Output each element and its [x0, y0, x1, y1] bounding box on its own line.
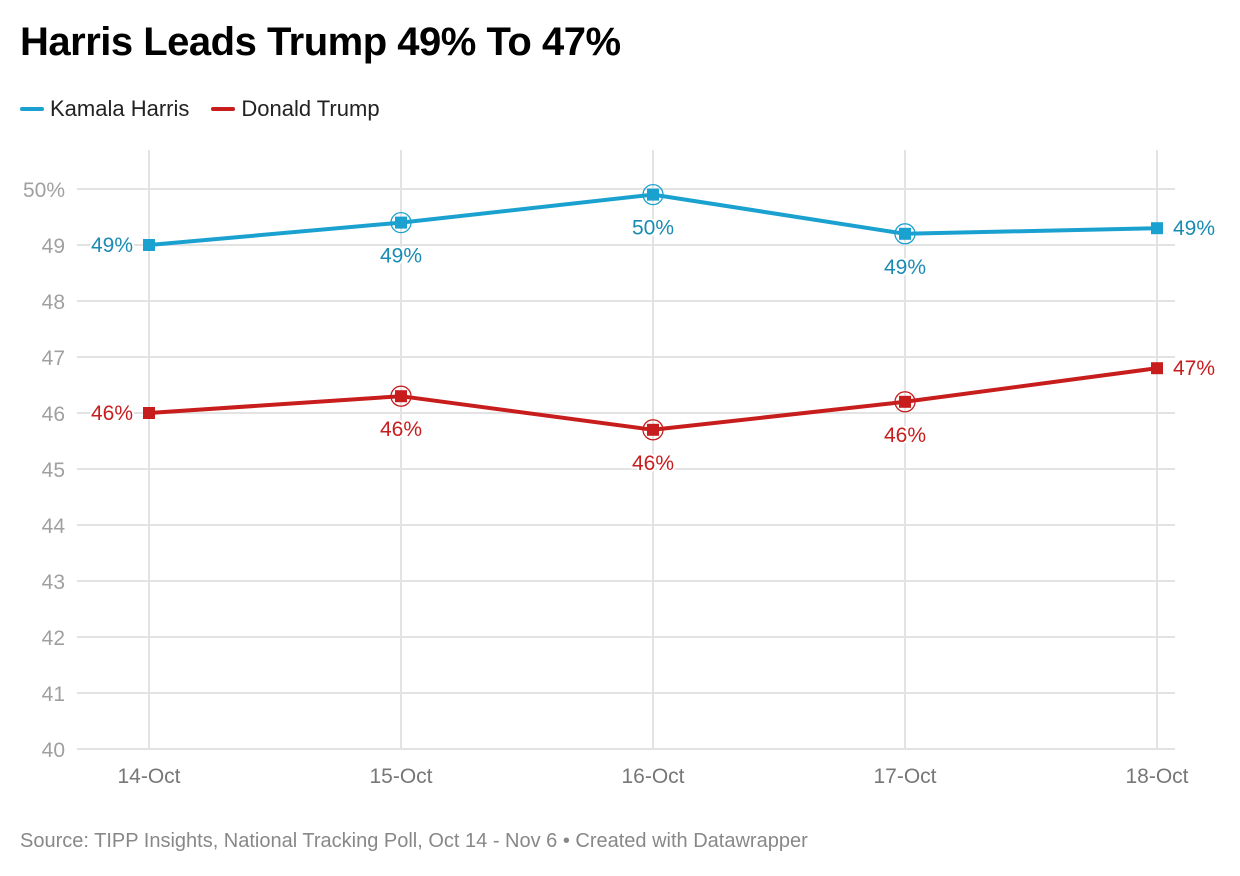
data-label-harris: 49% [91, 234, 133, 257]
y-tick-label: 50% [23, 179, 65, 202]
data-point-trump [899, 395, 911, 408]
legend: Kamala Harris Donald Trump [20, 96, 402, 122]
data-point-harris [1151, 222, 1163, 235]
y-tick-label: 40 [42, 739, 65, 762]
chart-title: Harris Leads Trump 49% To 47% [20, 20, 621, 64]
highlight-ring-trump [894, 391, 916, 413]
legend-item-trump[interactable]: Donald Trump [211, 96, 380, 122]
x-tick-label: 14-Oct [117, 765, 180, 788]
x-tick-label: 15-Oct [369, 765, 432, 788]
x-tick-label: 17-Oct [873, 765, 936, 788]
y-tick-label: 43 [42, 571, 65, 594]
legend-item-harris[interactable]: Kamala Harris [20, 96, 189, 122]
data-point-trump [1151, 362, 1163, 375]
y-tick-label: 42 [42, 627, 65, 650]
data-label-trump: 46% [884, 424, 926, 447]
legend-label-harris: Kamala Harris [50, 96, 190, 121]
x-gridlines [148, 150, 1158, 749]
y-gridlines [77, 188, 1175, 750]
x-tick-label: 16-Oct [621, 765, 684, 788]
y-tick-label: 48 [42, 291, 65, 314]
highlight-ring-harris [642, 183, 664, 206]
data-point-trump [143, 407, 155, 419]
x-axis-ticks: 14-Oct 15-Oct 16-Oct 17-Oct 18-Oct [117, 765, 1188, 788]
highlight-ring-harris [390, 211, 412, 234]
source-footer: Source: TIPP Insights, National Tracking… [20, 830, 808, 852]
y-tick-label: 47 [42, 347, 65, 370]
y-tick-label: 49 [42, 235, 65, 258]
highlight-ring-harris [894, 223, 916, 245]
data-point-harris [395, 216, 407, 229]
legend-swatch-trump [211, 107, 236, 111]
y-tick-label: 46 [42, 403, 65, 426]
data-labels: 49% 49% 50% 49% 49% 46% 46% 46% 46% 47% [89, 215, 1217, 477]
data-point-harris [647, 188, 659, 201]
highlight-ring-trump [642, 419, 664, 441]
data-label-trump: 46% [91, 402, 133, 425]
y-axis-ticks: 40 41 42 43 44 45 46 47 48 49 50% [23, 179, 65, 762]
data-label-trump: 47% [1173, 357, 1215, 380]
series-layer [143, 183, 1163, 441]
data-point-harris [143, 239, 155, 251]
data-point-trump [647, 423, 659, 436]
data-label-trump: 46% [632, 452, 674, 475]
data-label-harris: 50% [632, 217, 674, 240]
data-point-harris [899, 227, 911, 240]
x-tick-label: 18-Oct [1125, 765, 1188, 788]
y-tick-label: 45 [42, 459, 65, 482]
data-label-harris: 49% [884, 256, 926, 279]
data-point-trump [395, 390, 407, 403]
data-label-trump: 46% [380, 418, 422, 441]
legend-label-trump: Donald Trump [241, 96, 380, 121]
y-tick-label: 41 [42, 683, 65, 706]
highlight-ring-trump [390, 385, 412, 407]
data-label-harris: 49% [380, 245, 422, 268]
y-tick-label: 44 [42, 515, 66, 538]
legend-swatch-harris [20, 107, 44, 111]
data-label-harris: 49% [1173, 217, 1215, 240]
